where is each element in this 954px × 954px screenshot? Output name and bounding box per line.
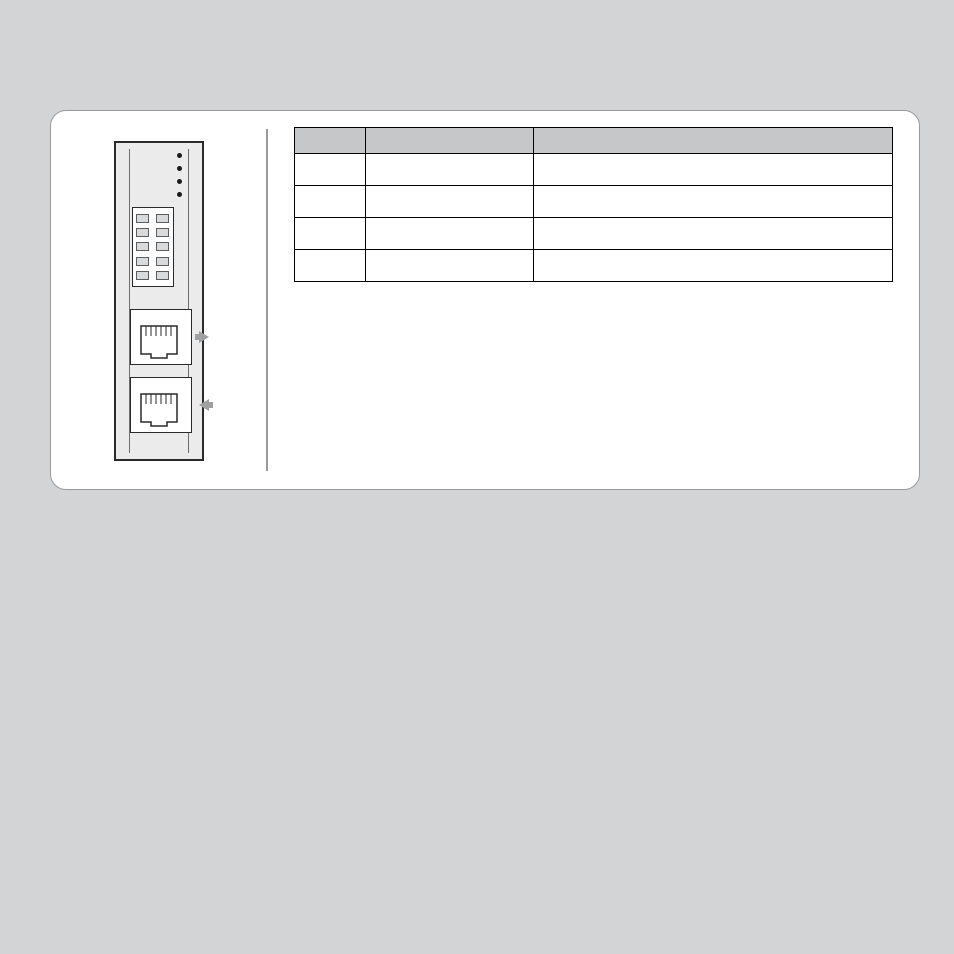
dip-switch xyxy=(156,242,169,251)
device-left-rail xyxy=(122,149,130,453)
table-cell xyxy=(366,218,534,250)
table-cell xyxy=(533,186,892,218)
table-cell xyxy=(533,218,892,250)
status-led-3 xyxy=(177,179,182,184)
device-illustration-pane xyxy=(51,111,266,489)
dip-row xyxy=(133,214,173,223)
table-cell xyxy=(366,250,534,282)
table-row xyxy=(294,154,893,186)
table-cell xyxy=(533,154,892,186)
dip-row xyxy=(133,242,173,251)
table-cell xyxy=(366,186,534,218)
dip-switch xyxy=(136,242,149,251)
status-led-4 xyxy=(177,192,182,197)
dip-switch xyxy=(136,228,149,237)
dip-row xyxy=(133,257,173,266)
rj45-jack-icon xyxy=(137,316,181,360)
status-led-column xyxy=(177,153,182,197)
table-pane xyxy=(268,111,920,489)
device-front-panel xyxy=(114,141,204,461)
dip-switch xyxy=(156,214,169,223)
table-row xyxy=(294,250,893,282)
dip-switch-block xyxy=(132,207,174,287)
dip-switch xyxy=(156,257,169,266)
dip-row xyxy=(133,271,173,280)
table-cell xyxy=(366,154,534,186)
table-header-cell xyxy=(533,128,892,154)
table-row xyxy=(294,186,893,218)
info-card xyxy=(50,110,920,490)
dip-switch xyxy=(136,257,149,266)
dip-row xyxy=(133,228,173,237)
status-led-1 xyxy=(177,153,182,158)
table-cell xyxy=(294,154,366,186)
table-row xyxy=(294,218,893,250)
dip-switch xyxy=(156,271,169,280)
table-cell xyxy=(294,186,366,218)
arrow-out-icon xyxy=(199,331,209,343)
table-header-cell xyxy=(366,128,534,154)
dip-switch xyxy=(136,214,149,223)
status-led-2 xyxy=(177,166,182,171)
dip-switch xyxy=(136,271,149,280)
rj45-jack-icon xyxy=(137,384,181,428)
table-header-row xyxy=(294,128,893,154)
table-header-cell xyxy=(294,128,366,154)
table-cell xyxy=(294,218,366,250)
dip-switch xyxy=(156,228,169,237)
spec-table xyxy=(294,127,894,282)
ethernet-port-2 xyxy=(130,377,192,433)
ethernet-port-1 xyxy=(130,309,192,365)
device-content-area xyxy=(130,149,188,453)
arrow-in-icon xyxy=(199,399,209,411)
table-cell xyxy=(294,250,366,282)
table-cell xyxy=(533,250,892,282)
